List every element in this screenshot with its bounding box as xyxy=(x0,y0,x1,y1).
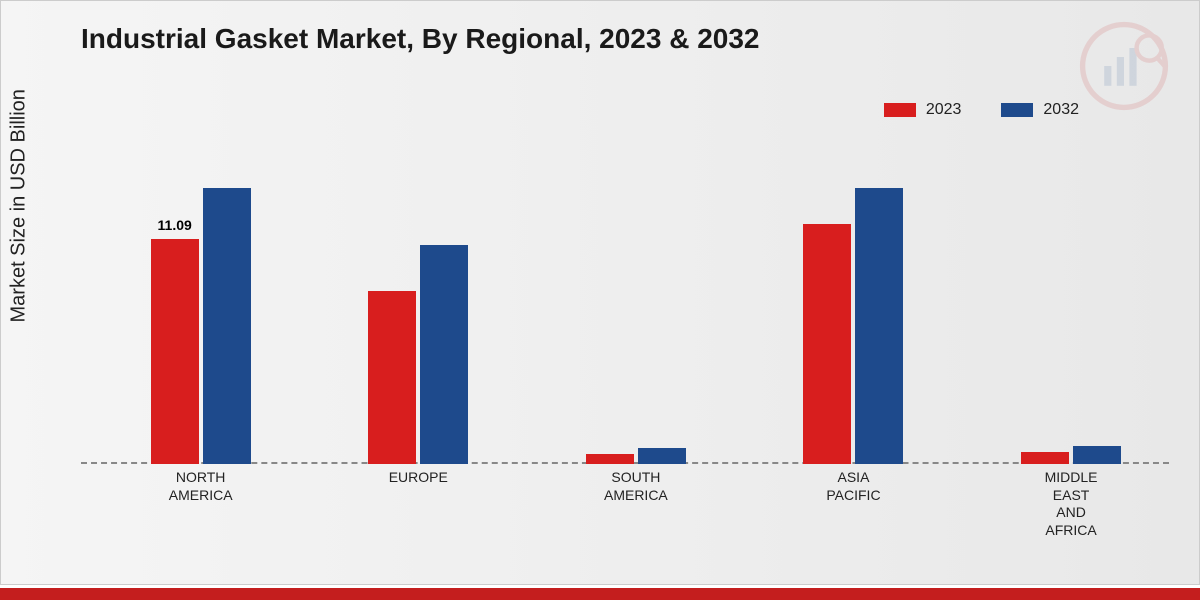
x-axis-labels: NORTH AMERICA EUROPE SOUTH AMERICA ASIA PAC… xyxy=(81,469,1169,544)
bar xyxy=(586,454,634,464)
bar xyxy=(420,245,468,464)
bar-group xyxy=(803,188,903,464)
bar-group xyxy=(1021,446,1121,464)
bar xyxy=(203,188,251,464)
legend-swatch-icon xyxy=(1001,103,1033,117)
x-axis-label: ASIA PACIFIC xyxy=(826,469,880,504)
plot-area: 11.09 xyxy=(81,141,1169,464)
x-axis-label: MIDDLE EAST AND AFRICA xyxy=(1045,469,1098,539)
x-axis-label: EUROPE xyxy=(389,469,448,487)
legend-item-2023: 2023 xyxy=(884,101,962,119)
legend-item-2032: 2032 xyxy=(1001,101,1079,119)
chart-container: Industrial Gasket Market, By Regional, 2… xyxy=(0,0,1200,585)
bar xyxy=(1073,446,1121,464)
bar xyxy=(1021,452,1069,464)
chart-title: Industrial Gasket Market, By Regional, 2… xyxy=(81,23,760,55)
bar xyxy=(638,448,686,464)
x-axis-label: SOUTH AMERICA xyxy=(604,469,668,504)
y-axis-label: Market Size in USD Billion xyxy=(8,89,31,322)
legend: 2023 2032 xyxy=(884,101,1079,119)
bar: 11.09 xyxy=(151,239,199,464)
bar-group xyxy=(586,448,686,464)
bar xyxy=(855,188,903,464)
bar-group: 11.09 xyxy=(151,188,251,464)
bar-value-label: 11.09 xyxy=(158,217,192,233)
bar xyxy=(368,291,416,464)
bar-group xyxy=(368,245,468,464)
legend-swatch-icon xyxy=(884,103,916,117)
bar xyxy=(803,224,851,464)
x-axis-label: NORTH AMERICA xyxy=(169,469,233,504)
bottom-accent-bar xyxy=(0,588,1200,600)
watermark-logo-icon xyxy=(1079,21,1169,111)
legend-label: 2023 xyxy=(926,101,962,119)
legend-label: 2032 xyxy=(1043,101,1079,119)
